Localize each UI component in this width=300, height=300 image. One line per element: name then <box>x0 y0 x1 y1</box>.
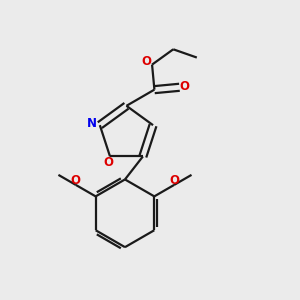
Text: N: N <box>87 118 97 130</box>
Text: O: O <box>103 156 113 170</box>
Text: O: O <box>180 80 190 93</box>
Text: O: O <box>170 174 180 187</box>
Text: O: O <box>70 174 80 187</box>
Text: O: O <box>142 55 152 68</box>
